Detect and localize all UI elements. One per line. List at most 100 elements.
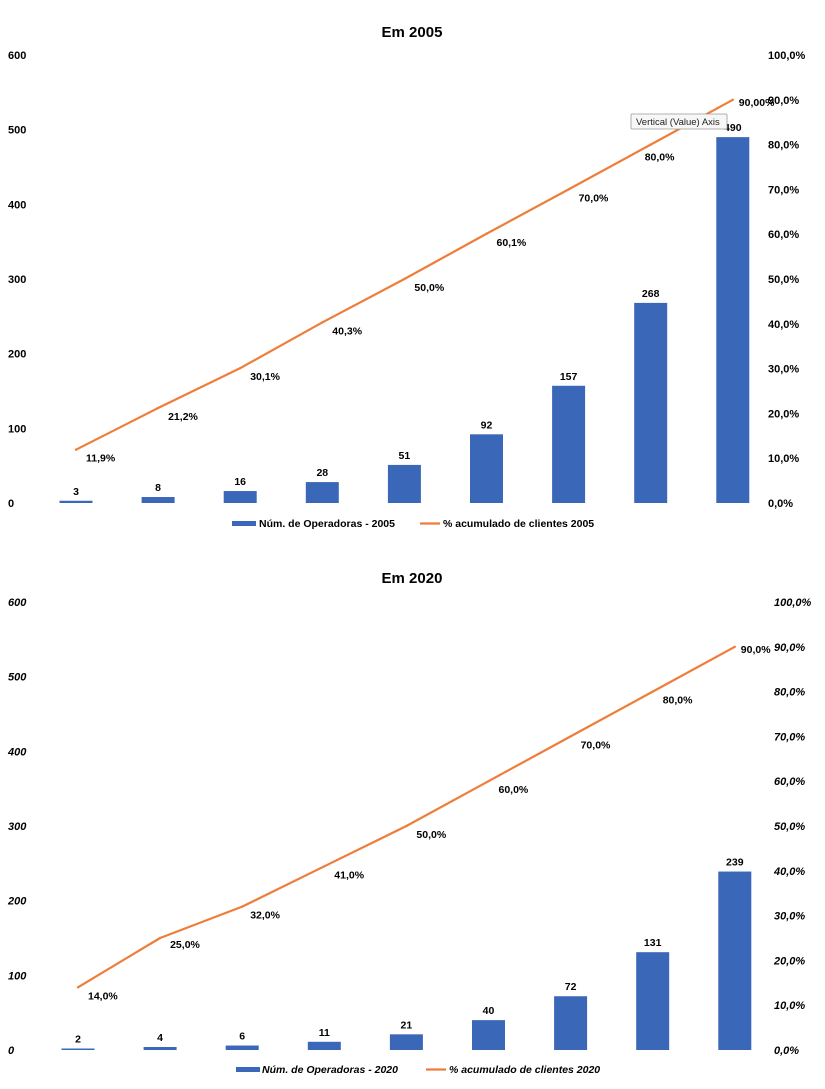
bar[interactable] xyxy=(389,1034,423,1050)
bar[interactable] xyxy=(143,1047,177,1050)
line-value-label: 11,9% xyxy=(86,453,116,465)
line-point[interactable] xyxy=(158,936,162,940)
legend-bar-swatch xyxy=(232,521,256,526)
line-value-label: 50,0% xyxy=(416,829,446,841)
line-point[interactable] xyxy=(569,735,572,738)
line-value-label: 80,0% xyxy=(645,152,675,164)
bar[interactable] xyxy=(225,1045,259,1050)
right-axis-tick-label: 90,0% xyxy=(768,95,799,107)
right-axis-tick-label: 70,0% xyxy=(768,184,799,196)
bar[interactable] xyxy=(554,996,588,1050)
tooltip-box xyxy=(630,113,728,130)
left-axis-tick-label: 0 xyxy=(8,1045,15,1057)
bar-value-label: 4 xyxy=(157,1032,163,1044)
right-axis-tick-label: 60,0% xyxy=(768,229,799,241)
bar[interactable] xyxy=(307,1041,341,1050)
line-value-label: 70,0% xyxy=(579,192,609,204)
bar[interactable] xyxy=(141,497,175,503)
line-point[interactable] xyxy=(321,321,324,324)
bar-value-label: 6 xyxy=(239,1031,245,1043)
bar[interactable] xyxy=(718,871,752,1050)
line-point[interactable] xyxy=(487,780,490,783)
line-value-label: 14,0% xyxy=(88,990,118,1002)
legend-bar-label: Núm. de Operadoras - 2005 xyxy=(259,518,395,530)
bar-value-label: 268 xyxy=(642,288,660,300)
left-axis-tick-label: 200 xyxy=(8,349,26,361)
line-value-label: 60,0% xyxy=(499,784,529,796)
bar-value-label: 11 xyxy=(319,1027,330,1039)
bar-value-label: 490 xyxy=(724,122,742,134)
right-axis-ticks: 0,0% 10,0% 20,0% 30,0% 40,0% 50,0% 60,0% 70,0% 8… xyxy=(768,50,806,510)
bar-value-label: 40 xyxy=(483,1005,495,1017)
right-axis-ticks: 0,0% 10,0% 20,0% 30,0% 40,0% 50,0% 60,0% 70,0% 8… xyxy=(773,597,812,1057)
bar[interactable] xyxy=(634,302,668,503)
bar-value-label: 51 xyxy=(399,450,411,462)
bar-series xyxy=(59,137,750,503)
left-axis-tick-label: 200 xyxy=(7,896,27,908)
line-path[interactable] xyxy=(77,645,736,989)
line-point[interactable] xyxy=(323,865,326,868)
line-point[interactable] xyxy=(567,188,570,191)
bar[interactable] xyxy=(59,500,93,503)
bar-value-label: 92 xyxy=(481,419,493,431)
bar-value-label: 16 xyxy=(234,476,246,488)
bar[interactable] xyxy=(716,137,750,503)
line-point[interactable] xyxy=(74,448,78,451)
bar[interactable] xyxy=(305,482,339,503)
right-axis-tick-label: 70,0% xyxy=(774,731,805,743)
line-value-label: 90,00% xyxy=(739,97,775,109)
right-axis-tick-label: 50,0% xyxy=(768,274,799,286)
bar[interactable] xyxy=(472,1020,505,1050)
bar-value-label: 28 xyxy=(316,467,328,479)
right-axis-tick-label: 20,0% xyxy=(773,955,805,967)
left-axis-tick-label: 400 xyxy=(8,199,26,211)
left-axis-tick-label: 0 xyxy=(8,498,14,510)
bar-value-label: 8 xyxy=(155,482,161,494)
line-point[interactable] xyxy=(651,690,654,693)
right-axis-tick-label: 30,0% xyxy=(768,364,799,376)
right-axis-tick-label: 50,0% xyxy=(774,821,805,833)
right-axis-tick-label: 100,0% xyxy=(774,597,812,609)
legend-line-label: % acumulado de clientes 2005 xyxy=(443,518,594,530)
left-axis-tick-label: 400 xyxy=(7,746,27,758)
right-axis-tick-label: 90,0% xyxy=(774,642,805,654)
bar-value-label: 131 xyxy=(644,937,662,949)
line-point[interactable] xyxy=(731,98,734,102)
right-axis-tick-label: 0,0% xyxy=(768,498,793,510)
legend: Núm. de Operadoras - 2005 % acumulado de … xyxy=(232,518,594,530)
line-point[interactable] xyxy=(649,143,652,146)
chart-2005[interactable]: Em 2005 0 100 200 300 400 500 600 0,0% 10,0% 20,… xyxy=(8,24,806,530)
legend-bar-label: Núm. de Operadoras - 2020 xyxy=(262,1064,398,1076)
right-axis-tick-label: 40,0% xyxy=(768,319,799,331)
bar-value-label: 3 xyxy=(73,486,79,498)
data-labels: 2 4 6 11 21 40 72 131 239 14,0% 25,0% 32,0% 41,0% 50,… xyxy=(75,644,771,1046)
bar[interactable] xyxy=(636,952,670,1050)
left-axis-tick-label: 500 xyxy=(8,125,26,137)
bar-value-label: 2 xyxy=(75,1034,81,1046)
line-point[interactable] xyxy=(403,277,406,281)
line-value-label: 21,2% xyxy=(168,411,198,423)
line-series xyxy=(76,645,736,989)
line-point[interactable] xyxy=(241,905,244,908)
line-point[interactable] xyxy=(405,824,408,828)
bar-value-label: 21 xyxy=(401,1019,413,1031)
bar[interactable] xyxy=(552,385,586,503)
axis-tooltip: Vertical (Value) Axis xyxy=(630,113,728,130)
left-axis-tick-label: 100 xyxy=(8,423,26,435)
right-axis-tick-label: 10,0% xyxy=(774,1000,805,1012)
line-point[interactable] xyxy=(733,645,736,648)
right-axis-tick-label: 20,0% xyxy=(768,408,799,420)
bar-value-label: 239 xyxy=(726,857,744,869)
line-value-label: 70,0% xyxy=(581,739,611,751)
bar[interactable] xyxy=(61,1048,95,1050)
line-point[interactable] xyxy=(156,406,160,410)
bar[interactable] xyxy=(223,491,257,503)
bar[interactable] xyxy=(387,464,421,503)
right-axis-tick-label: 60,0% xyxy=(774,776,805,788)
bar[interactable] xyxy=(470,434,503,503)
line-point[interactable] xyxy=(239,366,242,370)
line-point[interactable] xyxy=(76,986,80,989)
line-point[interactable] xyxy=(485,232,488,235)
